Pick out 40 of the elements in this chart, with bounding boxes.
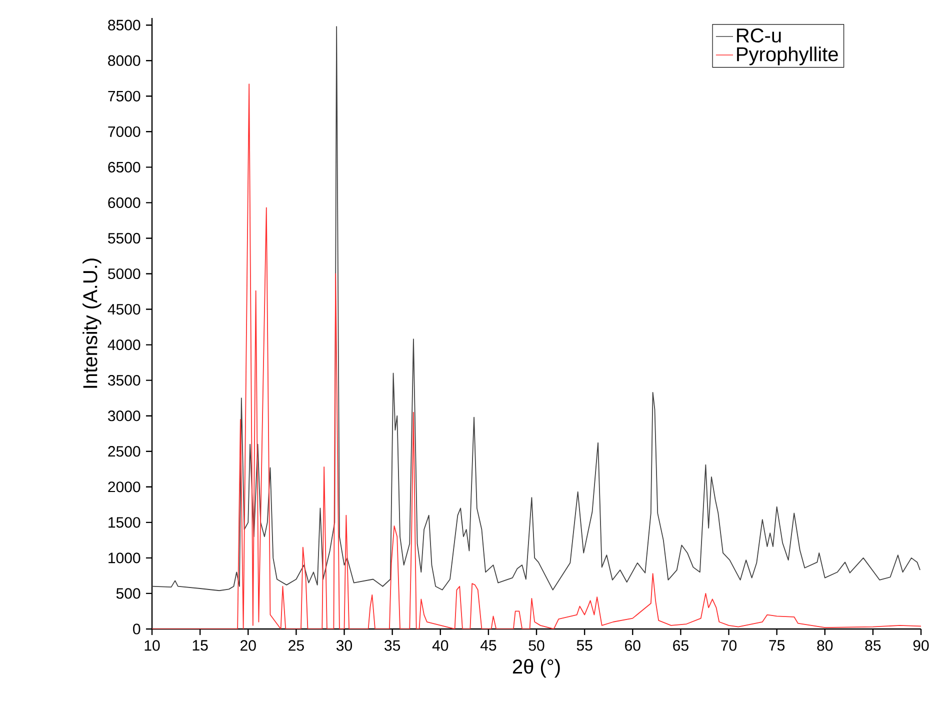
y-tick-label: 500 bbox=[116, 588, 140, 599]
y-tick-label: 6500 bbox=[108, 162, 140, 172]
legend-label: Pyrophyllite bbox=[737, 46, 838, 66]
x-tick-label: 50 bbox=[528, 640, 544, 651]
x-tick-label: 85 bbox=[865, 640, 881, 651]
y-tick-label: 0 bbox=[133, 624, 140, 634]
y-axis-title: Intensity (A.U.) bbox=[82, 258, 102, 388]
y-tick-label: 8000 bbox=[108, 55, 140, 66]
x-tick-label: 75 bbox=[769, 640, 785, 651]
x-tick-label: 65 bbox=[673, 640, 688, 651]
line-series bbox=[152, 26, 920, 592]
y-tick-label: 8500 bbox=[108, 20, 140, 30]
y-tick-label: 7000 bbox=[108, 126, 140, 137]
x-tick-label: 60 bbox=[625, 640, 640, 651]
y-tick-label: 2000 bbox=[108, 482, 140, 492]
x-tick-label: 55 bbox=[576, 640, 592, 651]
x-tick-label: 90 bbox=[913, 640, 929, 651]
y-tick-label: 4500 bbox=[108, 304, 140, 315]
x-tick-label: 70 bbox=[721, 640, 736, 651]
x-tick-label: 35 bbox=[384, 640, 400, 651]
x-tick-label: 45 bbox=[480, 640, 496, 651]
y-tick-label: 5000 bbox=[108, 268, 140, 280]
x-axis-title: 2θ (°) bbox=[512, 659, 560, 678]
y-tick-label: 7500 bbox=[108, 90, 140, 102]
x-tick-label: 10 bbox=[144, 640, 160, 651]
y-tick-label: 1000 bbox=[108, 552, 140, 564]
x-tick-label: 25 bbox=[288, 640, 304, 651]
y-tick-label: 2500 bbox=[108, 446, 140, 457]
x-tick-label: 40 bbox=[432, 640, 448, 651]
x-tick-label: 30 bbox=[336, 640, 352, 651]
y-tick-label: 6000 bbox=[108, 197, 140, 208]
y-tick-label: 1500 bbox=[108, 517, 140, 528]
x-tick-label: 20 bbox=[240, 640, 256, 651]
y-tick-label: 3000 bbox=[108, 410, 140, 422]
x-tick-label: 15 bbox=[192, 640, 208, 651]
y-tick-label: 3500 bbox=[108, 375, 140, 386]
legend-label: RC-u bbox=[737, 28, 781, 43]
y-tick-label: 5500 bbox=[108, 232, 140, 244]
y-tick-label: 4000 bbox=[108, 339, 140, 350]
x-tick-label: 80 bbox=[817, 640, 833, 651]
